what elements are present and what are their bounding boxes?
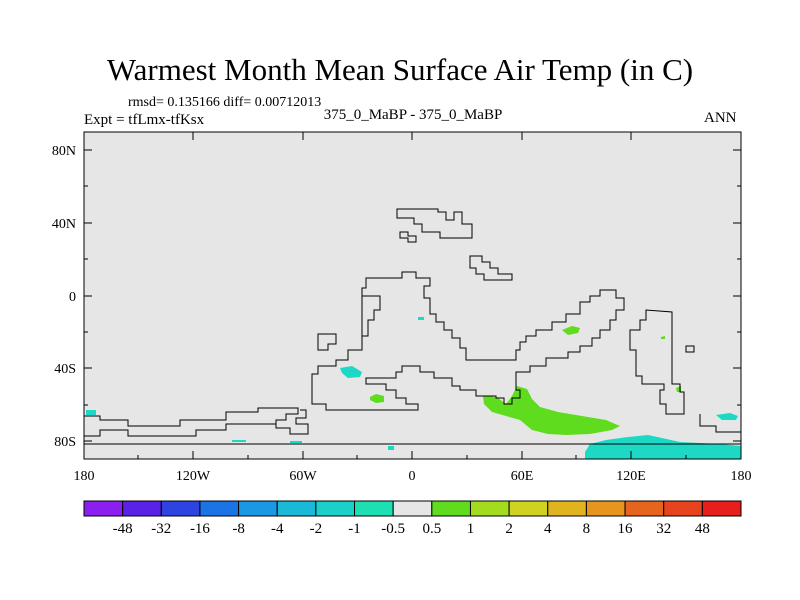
colorbar-label: 0.5 — [422, 521, 441, 537]
cyan-patch-small — [418, 317, 424, 320]
green-patch-small — [661, 336, 665, 339]
cyan-patch-antarctic — [585, 435, 741, 459]
colorbar-swatch — [354, 500, 394, 517]
colorbar-label: -2 — [310, 521, 323, 537]
colorbar-label: -48 — [113, 521, 133, 537]
colorbar-label: 8 — [583, 521, 591, 537]
colorbar-label: 16 — [618, 521, 634, 537]
colorbar-swatch — [238, 500, 278, 517]
colorbar-label: -4 — [271, 521, 284, 537]
green-patch-africa — [562, 326, 580, 335]
colorbar-swatch — [701, 500, 742, 517]
lon-label: 0 — [409, 469, 416, 484]
coastlines — [83, 208, 741, 445]
experiment-label: Expt = tfLmx-tfKsx — [84, 112, 205, 128]
map-title: Warmest Month Mean Surface Air Temp (in … — [106, 52, 694, 87]
lon-label: 180 — [731, 469, 752, 484]
cyan-patch-east — [716, 413, 738, 420]
lat-label: 80S — [54, 435, 76, 450]
lon-label: 60E — [511, 469, 534, 484]
colorbar-swatch — [392, 500, 433, 517]
colorbar-swatch — [199, 500, 240, 517]
lat-label: 40N — [52, 217, 76, 232]
colorbar-label: 2 — [505, 521, 513, 537]
lat-ticks — [84, 149, 741, 442]
colorbar-swatch — [508, 500, 549, 517]
colorbar-label: -16 — [190, 521, 210, 537]
lat-label: 40S — [54, 362, 76, 377]
colorbar-label: -8 — [232, 521, 245, 537]
colorbar-label: -32 — [151, 521, 171, 537]
cyan-patch-south-2 — [290, 441, 302, 443]
cyan-patch-south — [388, 446, 394, 450]
lon-label: 120E — [616, 469, 646, 484]
cyan-patch-southwest — [232, 440, 246, 442]
colorbar-label: -0.5 — [381, 521, 405, 537]
lon-label: 120W — [176, 469, 211, 484]
colorbar-swatch — [122, 500, 162, 517]
colorbar-label: 4 — [544, 521, 552, 537]
colorbar-swatch — [431, 500, 471, 517]
lon-label: 60W — [289, 469, 317, 484]
comparison-label: 375_0_MaBP - 375_0_MaBP — [323, 107, 503, 123]
lat-tick-labels: 80N 40N 0 40S 80S — [52, 144, 76, 450]
cyan-patch-south-america — [340, 366, 362, 378]
lon-ticks — [137, 132, 687, 459]
colorbar-swatch — [624, 500, 665, 517]
colorbar-labels: -48 -32 -16 -8 -4 -2 -1 -0.5 0.5 1 2 4 8 16 32 48 — [113, 521, 710, 537]
colorbar-swatch — [663, 500, 703, 517]
colorbar-label: 1 — [467, 521, 475, 537]
stats-label: rmsd= 0.135166 diff= 0.00712013 — [128, 95, 322, 110]
colorbar-label: -1 — [348, 521, 361, 537]
colorbar-swatch — [547, 500, 587, 517]
season-label: ANN — [704, 110, 737, 126]
colorbar — [83, 500, 742, 517]
green-patch-atlantic — [370, 394, 384, 403]
lat-label: 0 — [69, 290, 76, 305]
colorbar-label: 48 — [695, 521, 710, 537]
colorbar-swatch — [315, 500, 356, 517]
lat-label: 80N — [52, 144, 76, 159]
colorbar-swatch — [585, 500, 626, 517]
colorbar-swatch — [276, 500, 317, 517]
colorbar-swatch — [83, 500, 124, 517]
lon-label: 180 — [74, 469, 95, 484]
colorbar-swatch — [160, 500, 201, 517]
cyan-patch-west — [86, 410, 96, 415]
lon-tick-labels: 180 120W 60W 0 60E 120E 180 — [74, 469, 752, 484]
colorbar-swatch — [469, 500, 510, 517]
colorbar-label: 32 — [656, 521, 671, 537]
